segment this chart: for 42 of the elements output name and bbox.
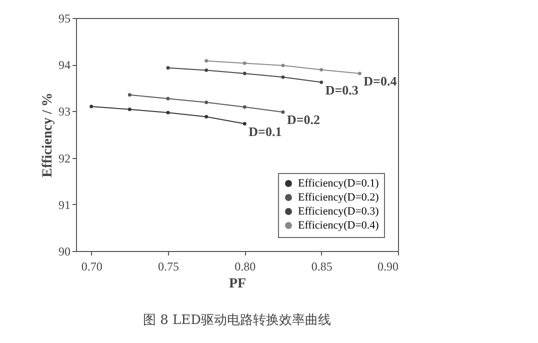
x-tick-label: 0.80	[234, 260, 256, 274]
y-tick-label: 94	[58, 58, 70, 72]
point	[128, 93, 132, 97]
point	[242, 61, 246, 65]
point	[166, 96, 170, 100]
legend-label: Efficiency(D=0.2)	[298, 192, 380, 204]
annotation: D=0.3	[325, 82, 359, 98]
y-tick-label: 95	[58, 12, 70, 26]
legend-label: Efficiency(D=0.3)	[298, 206, 380, 218]
point	[204, 100, 208, 104]
y-tick-label: 90	[58, 244, 70, 258]
x-tick-label: 0.90	[378, 260, 398, 274]
annotation: D=0.2	[287, 112, 320, 128]
point	[242, 122, 246, 126]
point	[281, 110, 285, 114]
point	[166, 66, 170, 70]
x-tick-label: 0.75	[158, 260, 179, 274]
x-axis-title: PF	[228, 276, 246, 292]
text: 图 8 LED驱动电路转换效率曲线	[142, 312, 332, 328]
y-tick-label: 93	[58, 104, 70, 119]
x-tick-label: 0.70	[81, 260, 102, 274]
y-axis-title: Efficiency / %	[40, 92, 56, 178]
annotation: D=0.4	[364, 73, 398, 88]
point	[204, 68, 208, 72]
y-tick-label: 92	[58, 151, 70, 166]
point	[281, 64, 285, 68]
point	[204, 59, 208, 63]
point	[128, 108, 132, 112]
point	[320, 80, 324, 84]
point	[242, 72, 246, 76]
point	[90, 104, 94, 108]
point	[320, 68, 324, 72]
y-tick-label: 91	[58, 198, 70, 212]
point	[242, 105, 246, 109]
legend-label: Efficiency(D=0.1)	[298, 178, 380, 190]
point	[204, 115, 208, 119]
point	[166, 110, 170, 114]
annotation: D=0.1	[248, 124, 282, 139]
point	[358, 72, 362, 76]
point	[281, 75, 285, 79]
legend-label: Efficiency(D=0.4)	[298, 220, 380, 232]
x-tick-label: 0.85	[311, 260, 332, 274]
